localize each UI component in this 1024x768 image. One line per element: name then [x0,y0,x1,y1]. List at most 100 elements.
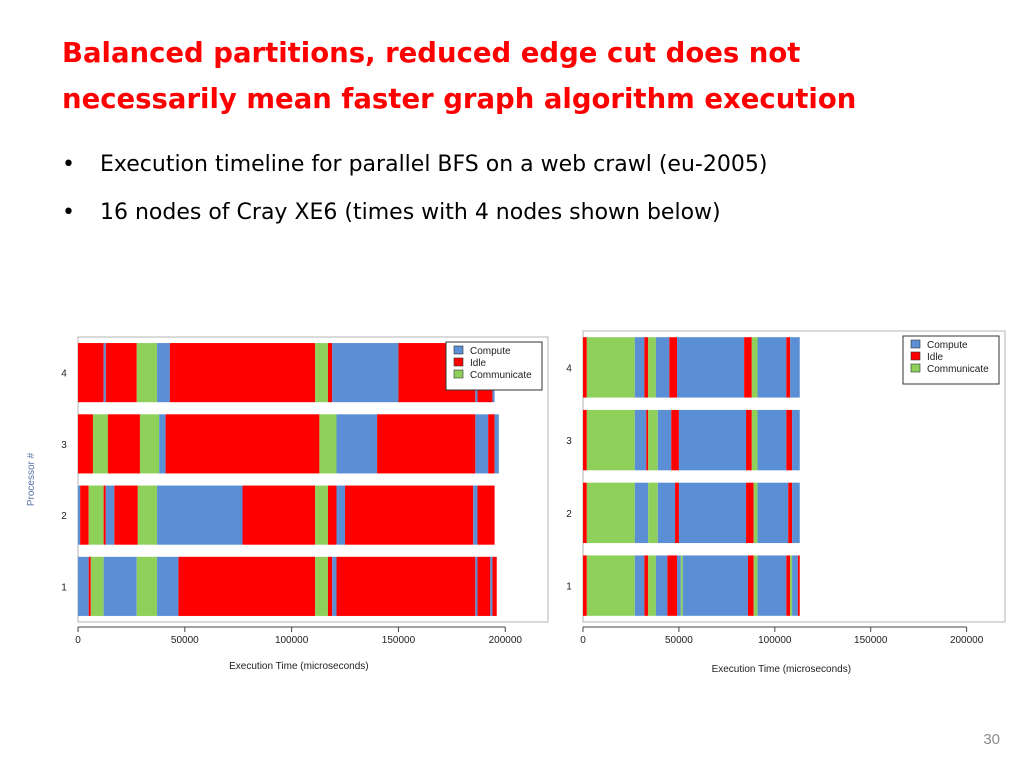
bar-segment-idle [744,337,752,398]
bar-segment-communicate [586,337,635,398]
legend-label: Communicate [470,370,532,381]
bar-segment-communicate [648,337,656,398]
bar-segment-idle [80,485,89,545]
bar-segment-compute [157,485,243,545]
bar-segment-idle [114,485,138,545]
bar-segment-communicate [751,337,758,398]
y-tick-label: 3 [61,440,67,451]
bar-segment-communicate [790,555,793,616]
bar-segment-compute [475,414,489,474]
bar-segment-communicate [586,409,635,471]
legend-swatch-compute [910,339,921,349]
processor-bar-4 [583,337,800,398]
y-tick-label: 3 [566,436,572,447]
bullet-list: • Execution timeline for parallel BFS on… [62,150,767,246]
bar-segment-idle [107,414,140,474]
processor-bar-3 [78,414,499,474]
bar-segment-compute [634,555,645,616]
bar-segment-idle [165,414,320,474]
bar-segment-idle [103,485,106,545]
bar-segment-idle [477,485,495,545]
bar-segment-idle [105,343,137,403]
bar-segment-compute [78,485,81,545]
bar-segment-idle [797,555,800,616]
bullet-text: 16 nodes of Cray XE6 (times with 4 nodes… [100,200,721,225]
bar-segment-idle [488,414,495,474]
processor-bar-1 [583,555,800,616]
bar-segment-communicate [137,485,158,545]
y-tick-label: 2 [61,511,67,522]
processor-bar-1 [78,556,497,616]
bullet-item: • 16 nodes of Cray XE6 (times with 4 nod… [62,198,767,246]
legend-swatch-communicate [910,363,921,373]
x-tick-label: 100000 [758,635,792,646]
x-tick-label: 150000 [854,635,888,646]
bar-segment-communicate [319,414,337,474]
bar-segment-compute [676,555,681,616]
bar-segment-compute [78,556,89,616]
bar-segment-idle [583,409,587,471]
bar-segment-compute [105,485,115,545]
page-number: 30 [983,731,1000,748]
legend-label: Compute [470,346,511,357]
bar-segment-compute [657,409,672,471]
bar-segment-compute [792,409,800,471]
slide-title: Balanced partitions, reduced edge cut do… [62,37,857,115]
bar-segment-idle [583,337,587,398]
bar-segment-compute [473,485,478,545]
bar-segment-communicate [680,555,683,616]
bar-segment-compute [682,555,748,616]
x-tick-label: 100000 [275,635,309,646]
legend-swatch-idle [453,357,464,367]
bar-segment-idle [746,409,752,471]
bar-segment-compute [655,337,670,398]
y-axis-label: Processor # [26,452,37,506]
bar-segment-idle [327,556,333,616]
y-tick-label: 1 [566,582,572,593]
x-tick-label: 0 [75,635,81,646]
bar-segment-compute [490,556,493,616]
bar-segment-compute [792,482,800,544]
bar-segment-communicate [88,485,104,545]
processor-bar-4 [78,343,495,403]
bar-segment-idle [327,343,333,403]
bar-segment-communicate [648,409,658,471]
bar-segment-idle [746,482,754,544]
bar-segment-idle [667,555,677,616]
bar-segment-compute [676,337,745,398]
bar-segment-compute [790,337,800,398]
bar-segment-communicate [586,555,635,616]
bar-segment-communicate [751,409,758,471]
bar-segment-idle [644,555,649,616]
legend-label: Idle [927,352,944,363]
bar-segment-compute [678,482,747,544]
bar-segment-communicate [315,556,328,616]
bar-segment-idle [477,556,491,616]
bar-segment-compute [655,555,668,616]
bar-segment-compute [159,414,166,474]
bar-segment-idle [583,555,587,616]
bar-segment-idle [583,482,587,544]
bar-segment-compute [634,482,649,544]
bar-segment-idle [88,556,91,616]
legend-swatch-communicate [453,369,464,379]
bar-segment-idle [377,414,476,474]
bar-segment-idle [242,485,316,545]
x-tick-label: 150000 [382,635,416,646]
bar-segment-idle [669,337,677,398]
bullet-item: • Execution timeline for parallel BFS on… [62,150,767,198]
bar-segment-communicate [315,343,328,403]
bar-segment-idle [644,337,649,398]
bar-segment-idle [78,343,104,403]
x-tick-label: 0 [580,635,586,646]
bar-segment-compute [757,409,787,471]
timeline-chart-left: 1 2 3 4 0 50000 100000 150000 200000 Execution Ti… [26,336,549,672]
bar-segment-compute [332,556,337,616]
processor-bar-2 [583,482,800,544]
bar-segment-compute [634,337,645,398]
x-tick-label: 200000 [489,635,523,646]
bar-segment-compute [336,485,346,545]
bar-segment-idle [786,409,793,471]
bar-segment-idle [675,482,679,544]
